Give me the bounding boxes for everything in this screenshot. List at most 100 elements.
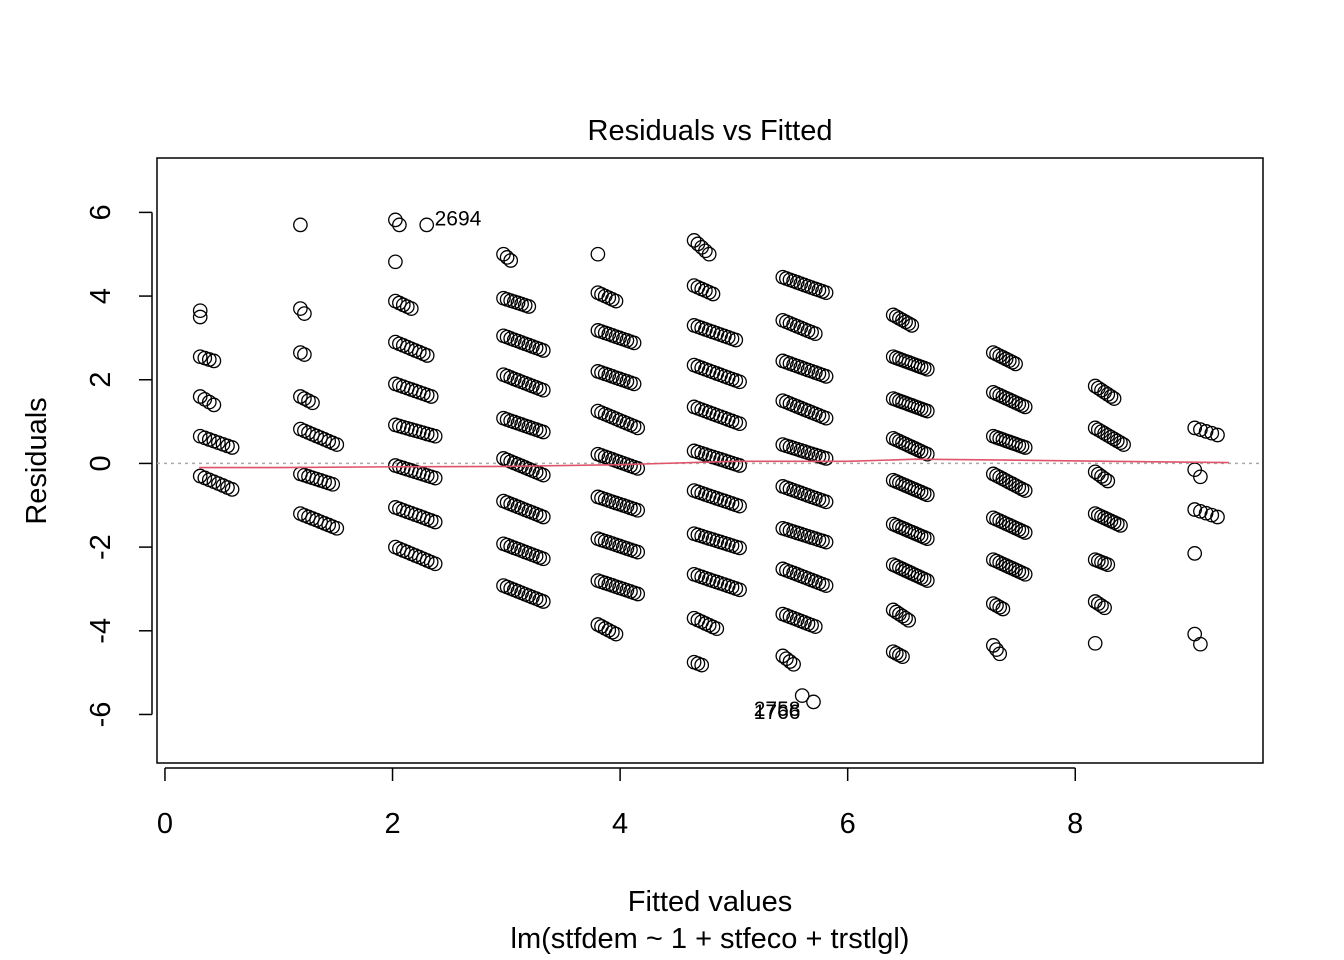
residual-points xyxy=(192,212,1225,710)
residual-point xyxy=(919,361,935,377)
x-tick-label: 2 xyxy=(384,808,400,840)
plot-frame xyxy=(156,157,1264,764)
residual-point xyxy=(224,440,240,455)
x-axis-label: Fitted values xyxy=(628,886,792,918)
residual-point xyxy=(1187,420,1203,436)
y-axis: -6 -4 -2 0 2 4 6 xyxy=(85,204,153,727)
residual-point xyxy=(605,624,620,640)
y-tick-label: -4 xyxy=(85,618,117,644)
smoother-layer xyxy=(199,458,1229,469)
residual-point xyxy=(1210,509,1225,525)
residual-point xyxy=(630,502,646,518)
residual-point xyxy=(224,482,240,497)
residual-point xyxy=(818,451,834,466)
residual-point xyxy=(895,649,910,665)
residual-point xyxy=(293,301,308,316)
residual-point xyxy=(403,301,419,316)
residual-point xyxy=(626,335,642,351)
residual-point xyxy=(535,382,551,398)
residual-point xyxy=(1103,389,1119,404)
residual-point xyxy=(732,458,747,473)
residual-point xyxy=(901,316,917,331)
residual-point-labeled xyxy=(419,217,435,233)
residual-point xyxy=(499,250,515,265)
residual-point xyxy=(535,509,551,525)
x-tick-label: 8 xyxy=(1067,808,1083,840)
residual-point xyxy=(1193,636,1208,652)
residual-point xyxy=(782,654,798,669)
residual-point-labeled xyxy=(806,694,821,710)
residual-point xyxy=(992,599,1008,615)
x-tick-label: 6 xyxy=(840,808,856,840)
residual-point xyxy=(1116,437,1131,452)
y-tick-label: 2 xyxy=(85,372,117,388)
residual-point xyxy=(989,642,1004,657)
residual-point xyxy=(206,353,222,369)
residual-point xyxy=(916,571,932,587)
residual-point xyxy=(818,578,834,593)
x-tick-label: 4 xyxy=(612,808,628,840)
residual-point xyxy=(590,246,606,262)
y-tick-label: -2 xyxy=(85,534,117,560)
residual-point xyxy=(1097,600,1112,616)
residual-point xyxy=(1014,481,1030,497)
residual-point xyxy=(1005,354,1020,370)
residual-point-labeled xyxy=(794,688,810,703)
residual-point xyxy=(419,348,435,363)
residual-point xyxy=(898,610,913,626)
residual-point xyxy=(329,520,345,536)
residual-point xyxy=(694,657,710,673)
residual-point xyxy=(919,446,935,462)
residual-point xyxy=(818,285,834,301)
residual-point xyxy=(297,347,312,362)
residual-point xyxy=(388,254,403,270)
residual-point xyxy=(503,253,519,268)
residual-point xyxy=(698,243,713,259)
residual-point xyxy=(1113,518,1128,533)
residual-point xyxy=(192,309,208,325)
residual-point xyxy=(297,306,312,321)
residual-point xyxy=(818,369,834,384)
residual-point xyxy=(701,246,717,262)
residual-point xyxy=(901,612,917,628)
residual-point xyxy=(818,410,834,426)
residual-point xyxy=(608,626,624,642)
residual-point xyxy=(1198,424,1214,439)
residual-point xyxy=(1187,502,1203,517)
y-tick-label: 4 xyxy=(85,288,117,304)
residual-point xyxy=(919,487,935,503)
model-formula-subtitle: lm(stfdem ~ 1 + stfeco + trstlgl) xyxy=(511,923,910,955)
residual-point xyxy=(427,556,443,572)
residual-point xyxy=(535,551,551,567)
residual-point xyxy=(1008,356,1023,372)
residual-point xyxy=(206,397,222,413)
residual-point xyxy=(1017,483,1033,498)
residual-point xyxy=(1210,427,1225,443)
chart-title: Residuals vs Fitted xyxy=(588,115,833,147)
residual-point xyxy=(807,326,823,342)
residual-point xyxy=(1193,503,1208,519)
residual-point xyxy=(705,286,721,302)
residual-point xyxy=(192,303,208,319)
residual-point xyxy=(626,376,642,392)
residual-point xyxy=(1204,507,1220,523)
smoother-line xyxy=(199,458,1229,469)
residual-point xyxy=(630,461,646,476)
residual-point xyxy=(919,403,935,419)
residual-point xyxy=(329,437,345,452)
residual-point xyxy=(892,647,907,663)
residual-point xyxy=(305,395,320,411)
residual-point xyxy=(630,544,646,560)
residual-point xyxy=(1094,598,1109,614)
residual-point xyxy=(521,299,537,314)
residual-point xyxy=(423,389,439,404)
residual-point xyxy=(818,494,834,510)
residual-point xyxy=(427,428,443,444)
residual-point xyxy=(325,476,341,492)
residual-point xyxy=(732,416,747,432)
residual-point xyxy=(535,424,551,440)
residual-point xyxy=(630,586,646,602)
residual-point xyxy=(728,332,744,348)
residual-point xyxy=(786,656,801,672)
